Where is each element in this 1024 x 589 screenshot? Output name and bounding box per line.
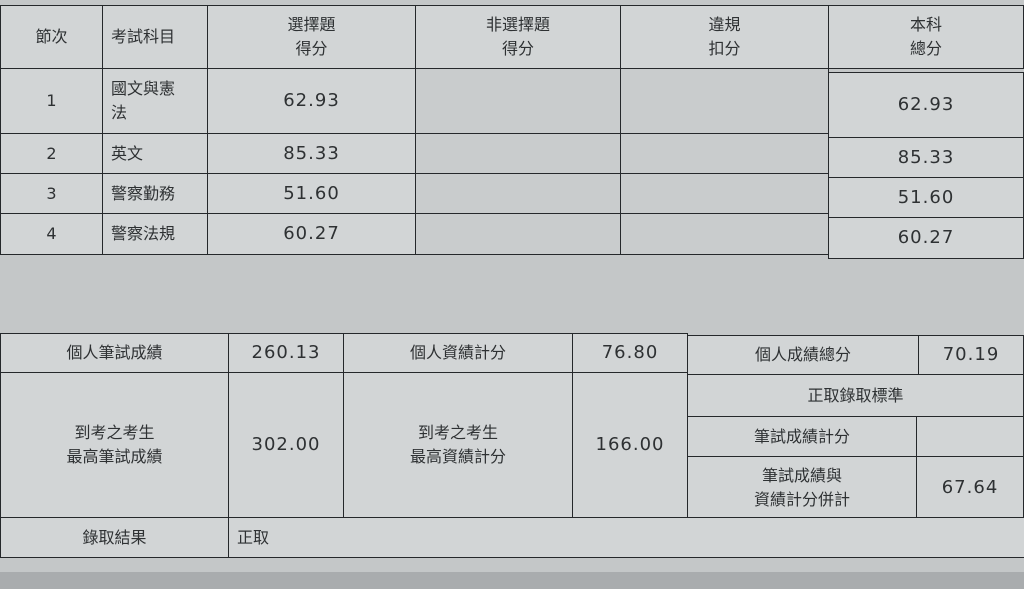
max-record-value: 166.00 [572, 372, 688, 518]
cell-total: 60.27 [828, 217, 1024, 259]
cell-total: 51.60 [828, 177, 1024, 218]
label-line: 最高資績計分 [409, 447, 506, 466]
max-record-label: 到考之考生 最高資績計分 [343, 372, 573, 518]
screen-edge [0, 572, 1024, 589]
std-written-label: 筆試成績計分 [687, 416, 917, 457]
header-text: 考試科目 [111, 27, 176, 46]
cell-mc-score: 60.27 [207, 213, 416, 255]
header-deduction: 違規 扣分 [620, 5, 829, 69]
header-text: 違規 扣分 [708, 15, 741, 58]
max-written-label: 到考之考生 最高筆試成績 [0, 372, 229, 518]
label-line: 筆試成績與 [761, 465, 842, 485]
cell-total: 85.33 [828, 137, 1024, 178]
label-line: 到考之考生 [417, 423, 498, 442]
cell-non-mc-score [415, 68, 621, 134]
cell-no: 1 [0, 68, 103, 134]
cell-subject: 英文 [102, 133, 208, 174]
cell-subject: 國文與憲法 [102, 68, 208, 134]
header-total: 本科 總分 [828, 5, 1024, 69]
cell-non-mc-score [415, 213, 621, 255]
header-text: 非選擇題 得分 [485, 15, 550, 58]
cell-non-mc-score [415, 173, 621, 214]
record-score-value: 76.80 [572, 333, 688, 373]
header-text: 本科 總分 [909, 15, 942, 58]
total-score-label: 個人成績總分 [687, 335, 919, 375]
cell-deduction [620, 133, 829, 174]
cell-deduction [620, 213, 829, 255]
record-score-label: 個人資績計分 [343, 333, 573, 373]
admission-standard-label: 正取錄取標準 [687, 374, 1024, 417]
cell-mc-score: 62.93 [207, 68, 416, 134]
written-score-label: 個人筆試成績 [0, 333, 229, 373]
max-written-value: 302.00 [228, 372, 344, 518]
cell-non-mc-score [415, 133, 621, 174]
label-line: 到考之考生 [74, 423, 155, 442]
header-session: 節次 [0, 5, 103, 69]
cell-total: 62.93 [828, 72, 1024, 138]
cell-no: 2 [0, 133, 103, 174]
cell-mc-score: 51.60 [207, 173, 416, 214]
std-combined-label: 筆試成績與 資績計分併計 [687, 456, 917, 519]
cell-no: 3 [0, 173, 103, 214]
header-subject: 考試科目 [102, 5, 208, 69]
header-text: 選擇題 得分 [287, 15, 336, 58]
header-non-mc-score: 非選擇題 得分 [415, 5, 621, 69]
result-value: 正取 [228, 517, 1024, 558]
header-text: 節次 [35, 27, 68, 46]
cell-mc-score: 85.33 [207, 133, 416, 174]
cell-deduction [620, 173, 829, 214]
std-combined-value: 67.64 [916, 456, 1024, 519]
label-line: 資績計分併計 [753, 489, 850, 509]
label-line: 最高筆試成績 [66, 447, 163, 466]
written-score-value: 260.13 [228, 333, 344, 373]
cell-no: 4 [0, 213, 103, 255]
std-written-value [916, 416, 1024, 457]
cell-deduction [620, 68, 829, 134]
cell-subject: 警察勤務 [102, 173, 208, 214]
cell-subject: 警察法規 [102, 213, 208, 255]
header-mc-score: 選擇題 得分 [207, 5, 416, 69]
result-label: 錄取結果 [0, 517, 229, 558]
total-score-value: 70.19 [918, 335, 1024, 375]
